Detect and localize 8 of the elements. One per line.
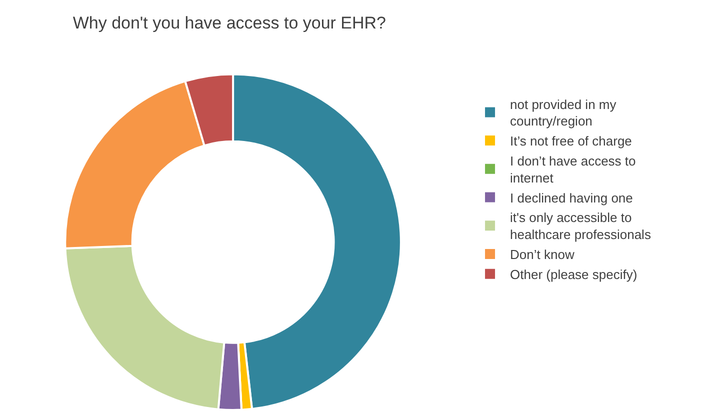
legend-label: Other (please specify): [510, 266, 638, 282]
legend-label: not provided in my country/region: [510, 96, 617, 129]
chart-title: Why don't you have access to your EHR?: [72, 14, 386, 33]
legend-label: It’s not free of charge: [510, 134, 632, 149]
legend-label: it's only accessible to healthcare professionals: [510, 210, 652, 242]
legend-label: Don’t know: [510, 247, 575, 262]
legend-label: I declined having one: [510, 190, 633, 206]
legend-label: I don’t have access to internet: [510, 154, 636, 186]
